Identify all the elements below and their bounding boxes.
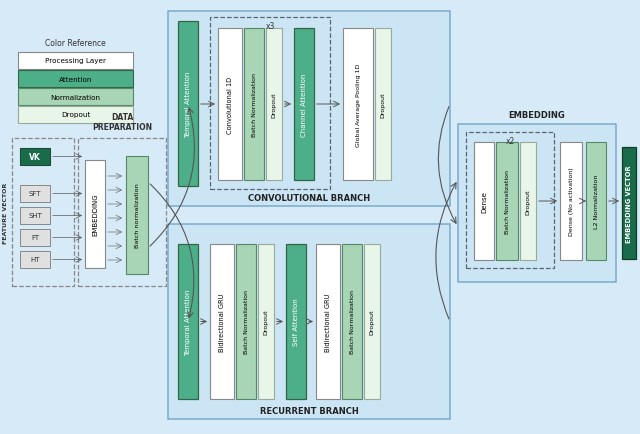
Bar bbox=[18, 53, 133, 70]
Text: Bidirectional GRU: Bidirectional GRU bbox=[219, 293, 225, 351]
Bar bbox=[458, 125, 616, 283]
Text: L2 Normalization: L2 Normalization bbox=[593, 174, 598, 229]
Text: SHT: SHT bbox=[28, 213, 42, 219]
Text: Dense: Dense bbox=[481, 191, 487, 213]
Text: Batch Normalization: Batch Normalization bbox=[349, 290, 355, 354]
Text: EMBEDDING VECTOR: EMBEDDING VECTOR bbox=[626, 165, 632, 242]
Bar bbox=[364, 244, 380, 399]
Bar bbox=[316, 244, 340, 399]
Text: Attention: Attention bbox=[59, 76, 92, 82]
Bar bbox=[560, 143, 582, 260]
Text: Temporal Attention: Temporal Attention bbox=[185, 289, 191, 355]
Text: Batch Normalization: Batch Normalization bbox=[252, 73, 257, 137]
Bar bbox=[12, 139, 74, 286]
Bar bbox=[210, 244, 234, 399]
Text: Self Attention: Self Attention bbox=[293, 298, 299, 345]
Bar bbox=[178, 244, 198, 399]
Text: Normalization: Normalization bbox=[51, 94, 100, 100]
Bar bbox=[126, 157, 148, 274]
Text: Processing Layer: Processing Layer bbox=[45, 58, 106, 64]
Bar bbox=[586, 143, 606, 260]
Text: Channel Attention: Channel Attention bbox=[301, 73, 307, 136]
Bar bbox=[466, 133, 554, 268]
Text: Batch normalization: Batch normalization bbox=[134, 183, 140, 248]
Text: CONVOLUTIONAL BRANCH: CONVOLUTIONAL BRANCH bbox=[248, 194, 370, 203]
Bar bbox=[474, 143, 494, 260]
Text: RECURRENT BRANCH: RECURRENT BRANCH bbox=[260, 407, 358, 415]
Bar bbox=[168, 224, 450, 419]
Bar bbox=[218, 29, 242, 181]
Text: Dropout: Dropout bbox=[525, 189, 531, 214]
Text: Global Average Pooling 1D: Global Average Pooling 1D bbox=[355, 63, 360, 146]
Bar bbox=[18, 89, 133, 106]
Bar bbox=[168, 12, 450, 207]
Text: Batch Normalization: Batch Normalization bbox=[243, 290, 248, 354]
Bar bbox=[520, 143, 536, 260]
Text: DATA
PREPARATION: DATA PREPARATION bbox=[92, 112, 152, 132]
Text: SFT: SFT bbox=[29, 191, 41, 197]
Bar bbox=[20, 149, 50, 166]
Bar bbox=[20, 207, 50, 224]
Text: Dropout: Dropout bbox=[264, 309, 269, 335]
Bar bbox=[78, 139, 166, 286]
Text: EMBEDDING: EMBEDDING bbox=[509, 111, 565, 120]
Bar bbox=[286, 244, 306, 399]
Text: Dropout: Dropout bbox=[369, 309, 374, 335]
Bar bbox=[244, 29, 264, 181]
Bar bbox=[85, 161, 105, 268]
Text: x3: x3 bbox=[266, 22, 275, 31]
Text: Dropout: Dropout bbox=[271, 92, 276, 118]
Bar bbox=[18, 71, 133, 88]
Text: Temporal Attention: Temporal Attention bbox=[185, 71, 191, 138]
Bar bbox=[375, 29, 391, 181]
Text: FT: FT bbox=[31, 235, 39, 241]
Bar bbox=[236, 244, 256, 399]
Bar bbox=[258, 244, 274, 399]
Text: x2: x2 bbox=[506, 137, 515, 146]
Bar bbox=[210, 18, 330, 190]
Bar bbox=[18, 107, 133, 124]
Bar bbox=[342, 244, 362, 399]
Bar bbox=[294, 29, 314, 181]
Text: Dropout: Dropout bbox=[381, 92, 385, 118]
Text: FEATURE VECTOR: FEATURE VECTOR bbox=[3, 182, 8, 243]
Bar bbox=[496, 143, 518, 260]
Bar bbox=[20, 251, 50, 268]
Text: EMBEDDING: EMBEDDING bbox=[92, 193, 98, 236]
Bar bbox=[20, 230, 50, 247]
Text: VK: VK bbox=[29, 153, 41, 161]
Text: HT: HT bbox=[30, 257, 40, 263]
Bar bbox=[20, 186, 50, 203]
Text: Bidirectional GRU: Bidirectional GRU bbox=[325, 293, 331, 351]
Text: Dense (No activation): Dense (No activation) bbox=[568, 167, 573, 236]
Text: Color Reference: Color Reference bbox=[45, 39, 106, 48]
Bar bbox=[343, 29, 373, 181]
Text: Dropout: Dropout bbox=[61, 112, 90, 118]
Text: Convolutional 1D: Convolutional 1D bbox=[227, 76, 233, 133]
Bar bbox=[622, 148, 636, 260]
Bar bbox=[266, 29, 282, 181]
Text: Batch Normalization: Batch Normalization bbox=[504, 170, 509, 233]
Bar bbox=[178, 22, 198, 187]
